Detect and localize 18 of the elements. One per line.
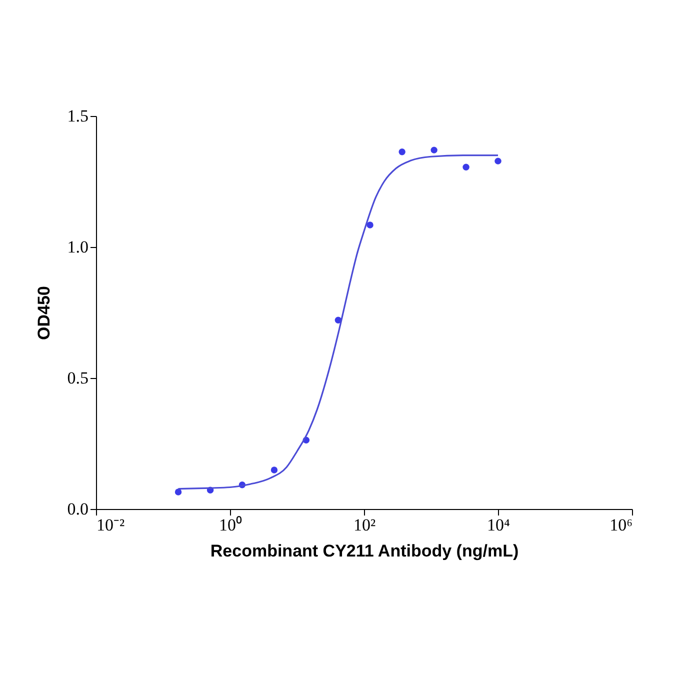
point	[174, 488, 182, 496]
point	[430, 146, 438, 154]
point	[270, 466, 278, 474]
x-tick-label: 10⁶	[610, 516, 633, 534]
x-tick-label: 10⁻²	[96, 516, 125, 534]
y-axis-title: OD450	[34, 286, 54, 340]
point	[462, 164, 470, 170]
y-tick-label: 0.0	[67, 500, 88, 518]
point	[398, 148, 406, 156]
x-tick-label: 10⁰	[219, 516, 242, 534]
y-tick-label: 1.0	[67, 238, 88, 256]
y-tick-label: 1.5	[67, 106, 88, 126]
x-tick-label: 10⁴	[487, 516, 510, 534]
y-tick-label: 0.5	[67, 368, 88, 388]
x-tick-label: 10²	[353, 516, 376, 534]
point	[494, 158, 502, 164]
x-axis-title: Recombinant CY211 Antibody (ng/mL)	[210, 542, 519, 560]
point	[366, 222, 374, 228]
